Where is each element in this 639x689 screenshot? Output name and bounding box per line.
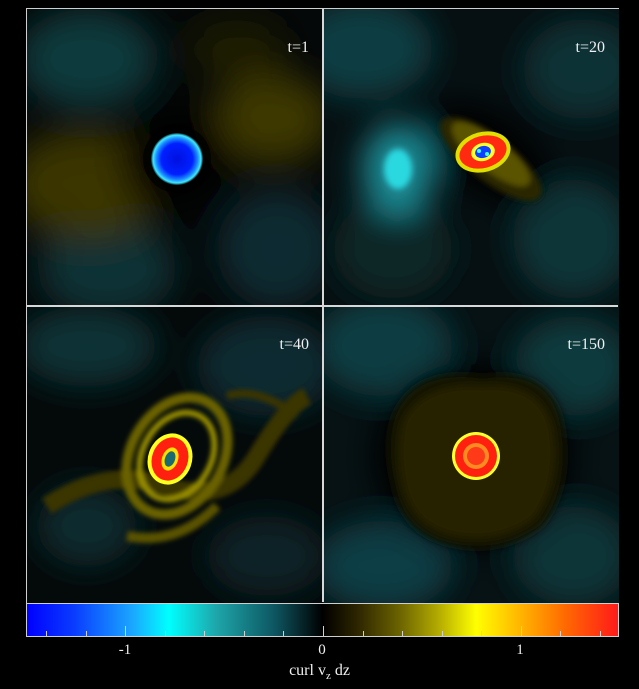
panel-time-label: t=1: [287, 39, 309, 56]
colorbar-major-tick: [323, 626, 324, 636]
panel-t40: t=40: [27, 306, 323, 603]
colorbar-minor-tick: [85, 631, 87, 636]
simulation-panel-grid: t=1: [26, 8, 619, 603]
colorbar-minor-tick: [283, 631, 285, 636]
colorbar: [26, 603, 619, 637]
colorbar-minor-tick: [481, 631, 483, 636]
colorbar-minor-tick: [402, 631, 404, 636]
colorbar-axis-label: curl vz dz: [289, 662, 350, 683]
colorbar-minor-tick: [164, 631, 166, 636]
panel-time-label: t=20: [575, 39, 605, 56]
panel-t150-image: [323, 306, 619, 603]
colorbar-tick-label: 1: [516, 642, 524, 658]
colorbar-minor-tick: [362, 631, 364, 636]
colorbar-minor-tick: [243, 631, 245, 636]
colorbar-minor-tick: [599, 631, 601, 636]
colorbar-minor-tick: [441, 631, 443, 636]
colorbar-major-tick: [125, 626, 127, 636]
panel-divider-horizontal: [27, 305, 618, 307]
panel-t20: t=20: [323, 9, 619, 306]
colorbar-minor-tick: [560, 631, 562, 636]
colorbar-major-tick: [520, 626, 522, 636]
colorbar-tick-label: 0: [318, 642, 326, 658]
panel-t1: t=1: [27, 9, 323, 306]
colorbar-minor-tick: [46, 631, 48, 636]
panel-time-label: t=150: [567, 336, 605, 353]
panel-t20-image: [323, 9, 619, 306]
panel-t40-image: [27, 306, 323, 603]
panel-time-label: t=40: [279, 336, 309, 353]
colorbar-minor-tick: [204, 631, 206, 636]
colorbar-tick-label: -1: [118, 642, 132, 658]
panel-t150: t=150: [323, 306, 619, 603]
panel-t1-image: [27, 9, 323, 306]
